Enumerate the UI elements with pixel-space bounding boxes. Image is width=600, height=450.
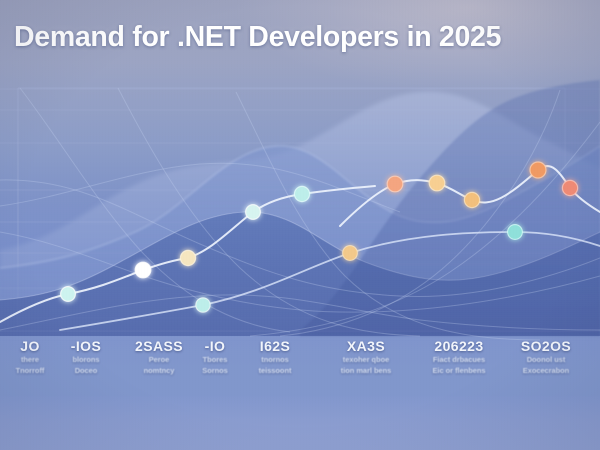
area-band-rear-right — [300, 80, 600, 336]
axis-tick-sub-line1: Doonol ust — [526, 355, 566, 364]
axis-tick-sub-line2: nomtncy — [143, 365, 175, 375]
axis-tick: -IO Tbores Sornos — [202, 338, 227, 375]
axis-tick-value: JO — [20, 338, 40, 354]
axis-tick: 2SASS Peroe nomtncy — [135, 338, 183, 375]
axis-tick-sub-line1: texoher qboe — [342, 355, 390, 364]
axis-tick-sub-line2: tion marl bens — [340, 365, 392, 375]
bottom-color-band — [0, 396, 600, 450]
axis-tick-sub-line2: Exocecrabon — [522, 365, 570, 375]
axis-tick: JO there Tnorroff — [16, 338, 45, 375]
axis-tick-sub-line2: Sornos — [202, 365, 228, 375]
axis-tick-value: SO2OS — [520, 338, 572, 354]
axis-tick: -IOS blorons Doceo — [71, 338, 101, 375]
x-axis-labels: JO there Tnorroff -IOS blorons Doceo 2SA… — [0, 338, 600, 396]
axis-tick-sub-line1: Fiact drbacues — [432, 355, 486, 364]
axis-tick-value: 2SASS — [135, 338, 183, 354]
axis-tick-value: XA3S — [346, 338, 386, 354]
axis-tick-value: -IOS — [70, 338, 102, 354]
page-title: Demand for .NET Developers in 2025 — [14, 21, 502, 53]
axis-tick-sub-line1: Tbores — [202, 355, 228, 364]
axis-tick-value: I62S — [259, 338, 291, 354]
axis-tick: SO2OS Doonol ust Exocecrabon — [521, 338, 571, 375]
axis-tick: I62S tnornos teissoont — [259, 338, 292, 375]
background-warm-glow — [0, 0, 600, 120]
axis-tick-sub-line1: tnornos — [261, 355, 289, 364]
axis-tick-value: 206223 — [434, 338, 484, 354]
axis-tick-sub-line1: blorons — [72, 355, 100, 364]
axis-tick: XA3S texoher qboe tion marl bens — [341, 338, 392, 375]
axis-tick-sub-line1: there — [20, 355, 40, 364]
axis-tick-sub-line2: Doceo — [74, 365, 98, 375]
axis-tick-sub-line1: Peroe — [148, 355, 170, 364]
axis-tick-sub-line2: teissoont — [258, 365, 292, 375]
axis-tick-sub-line2: Tnorroff — [15, 365, 45, 375]
axis-tick: 206223 Fiact drbacues Eic or flenbens — [433, 338, 486, 375]
data-point-markers — [59, 161, 579, 313]
axis-tick-value: -IO — [204, 338, 226, 354]
axis-tick-sub-line2: Eic or flenbens — [432, 365, 486, 375]
background-top-haze — [0, 0, 600, 80]
